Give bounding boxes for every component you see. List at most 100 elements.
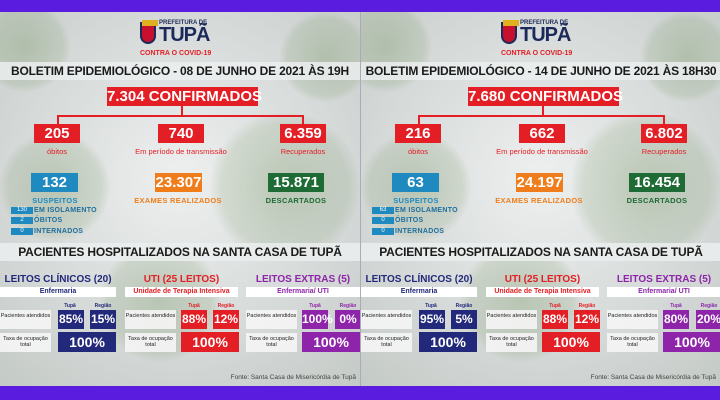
bulletin-title: BOLETIM EPIDEMIOLÓGICO - 08 DE JUNHO DE … <box>0 62 360 80</box>
connector <box>418 115 420 124</box>
suspect-deaths-label: ÓBITOS <box>34 217 63 224</box>
hospital-title: PACIENTES HOSPITALIZADOS NA SANTA CASA D… <box>0 243 360 261</box>
row-label: Pacientes atendidos <box>246 310 297 329</box>
transmission-label: Em período de transmissão <box>496 147 588 156</box>
connector <box>418 115 665 117</box>
extra-total: 100% <box>302 332 360 352</box>
source-note: Fonte: Santa Casa de Misericórdia de Tup… <box>230 374 356 381</box>
bulletin-panel: PREFEITURA DE TUPÃ CONTRA O COVID-19 BOL… <box>360 12 720 386</box>
extra-beds-title: LEITOS EXTRAS (5) <box>616 274 712 285</box>
clinical-beds-title: LEITOS CLÍNICOS (20) <box>365 274 473 285</box>
connector <box>57 115 59 124</box>
discarded-value: 15.871 <box>268 173 324 192</box>
row-label: Taxa de ocupação total <box>361 333 412 352</box>
clinical-tupa: 85% <box>58 310 84 329</box>
isolation-count: 130 <box>11 207 33 214</box>
logo-tagline: CONTRA O COVID-19 <box>501 50 573 57</box>
extra-beds-title: LEITOS EXTRAS (5) <box>255 274 351 285</box>
transmission-value: 740 <box>158 124 204 143</box>
transmission-value: 662 <box>519 124 565 143</box>
logo-city: TUPÃ <box>520 24 571 46</box>
exams-value: 24.197 <box>516 173 563 192</box>
recovered-label: Recuperados <box>641 147 687 156</box>
col-tupa: Tupã <box>425 303 437 309</box>
isolation-label: EM ISOLAMENTO <box>34 207 97 214</box>
icu-title: UTI (25 LEITOS) <box>504 274 581 285</box>
discarded-label: DESCARTADOS <box>265 196 327 205</box>
suspect-deaths-count: 0 <box>372 217 394 224</box>
row-label: Taxa de ocupação total <box>125 333 176 352</box>
confirmed-box: 7.304 CONFIRMADOS <box>107 87 263 106</box>
col-regiao: Região <box>217 303 235 309</box>
clinical-beds-subtitle: Enfermaria <box>0 287 116 297</box>
clinical-regiao: 15% <box>90 310 116 329</box>
deaths-value: 216 <box>395 124 441 143</box>
icu-subtitle: Unidade de Terapia Intensiva <box>125 287 238 297</box>
clinical-total: 100% <box>58 332 116 352</box>
clinical-beds-title: LEITOS CLÍNICOS (20) <box>4 274 112 285</box>
recovered-value: 6.802 <box>641 124 687 143</box>
top-bar <box>0 0 720 12</box>
col-tupa: Tupã <box>549 303 561 309</box>
isolation-count: 63 <box>372 207 394 214</box>
col-regiao: Região <box>578 303 596 309</box>
transmission-label: Em período de transmissão <box>135 147 227 156</box>
extra-regiao: 0% <box>335 310 360 329</box>
clinical-regiao: 5% <box>451 310 477 329</box>
suspects-label: SUSPEITOS <box>32 196 78 205</box>
row-label: Taxa de ocupação total <box>246 333 297 352</box>
connector <box>663 115 665 124</box>
connector <box>57 115 304 117</box>
logo-city: TUPÃ <box>159 24 210 46</box>
col-tupa: Tupã <box>670 303 682 309</box>
recovered-label: Recuperados <box>280 147 326 156</box>
icu-regiao: 12% <box>213 310 239 329</box>
suspects-value: 63 <box>392 173 439 192</box>
confirmed-box: 7.680 CONFIRMADOS <box>468 87 624 106</box>
hospitalized-count: 0 <box>11 228 33 235</box>
col-regiao: Região <box>339 303 357 309</box>
icu-tupa: 88% <box>542 310 568 329</box>
row-label: Pacientes atendidos <box>0 310 51 329</box>
icu-tupa: 88% <box>181 310 207 329</box>
suspect-deaths-count: 2 <box>11 217 33 224</box>
clinical-beds-subtitle: Enfermaria <box>361 287 477 297</box>
logo: PREFEITURA DE TUPÃ CONTRA O COVID-19 <box>501 20 583 60</box>
col-regiao: Região <box>94 303 112 309</box>
crest-icon <box>501 20 519 44</box>
suspects-value: 132 <box>31 173 78 192</box>
bulletin-title: BOLETIM EPIDEMIOLÓGICO - 14 DE JUNHO DE … <box>361 62 720 80</box>
logo-prefeitura: PREFEITURA DE <box>159 20 208 26</box>
col-regiao: Região <box>455 303 473 309</box>
row-label: Taxa de ocupação total <box>0 333 51 352</box>
row-label: Pacientes atendidos <box>486 310 537 329</box>
isolation-label: EM ISOLAMENTO <box>395 207 458 214</box>
source-note: Fonte: Santa Casa de Misericórdia de Tup… <box>590 374 716 381</box>
logo-prefeitura: PREFEITURA DE <box>520 20 569 26</box>
extra-tupa: 80% <box>663 310 689 329</box>
recovered-value: 6.359 <box>280 124 326 143</box>
col-regiao: Região <box>700 303 718 309</box>
row-label: Taxa de ocupação total <box>607 333 658 352</box>
extra-beds-subtitle: Enfermaria/ UTI <box>246 287 360 297</box>
exams-value: 23.307 <box>155 173 202 192</box>
suspects-label: SUSPEITOS <box>393 196 439 205</box>
col-tupa: Tupã <box>309 303 321 309</box>
icu-total: 100% <box>542 332 600 352</box>
hospitalized-label: INTERNADOS <box>34 228 84 235</box>
col-tupa: Tupã <box>188 303 200 309</box>
row-label: Pacientes atendidos <box>361 310 412 329</box>
deaths-value: 205 <box>34 124 80 143</box>
icu-subtitle: Unidade de Terapia Intensiva <box>486 287 599 297</box>
bottom-bar <box>0 386 720 400</box>
connector <box>181 106 183 117</box>
icu-regiao: 12% <box>574 310 600 329</box>
connector <box>302 115 304 124</box>
extra-tupa: 100% <box>302 310 333 329</box>
exams-label: EXAMES REALIZADOS <box>134 196 222 205</box>
icu-title: UTI (25 LEITOS) <box>143 274 220 285</box>
row-label: Taxa de ocupação total <box>486 333 537 352</box>
logo-tagline: CONTRA O COVID-19 <box>140 50 212 57</box>
discarded-label: DESCARTADOS <box>626 196 688 205</box>
suspect-deaths-label: ÓBITOS <box>395 217 424 224</box>
